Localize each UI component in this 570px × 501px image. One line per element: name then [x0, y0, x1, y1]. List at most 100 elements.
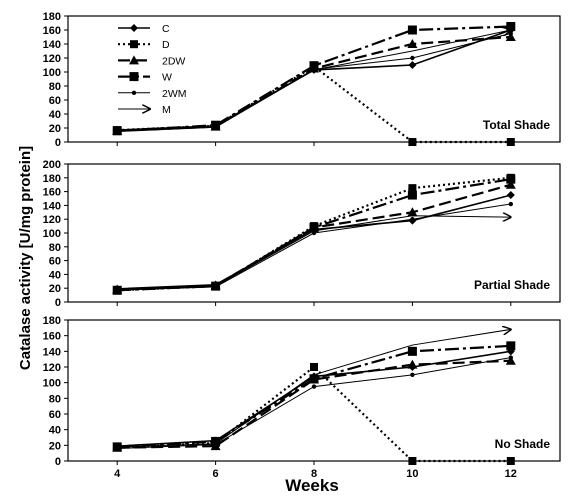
y-tick-label: 100 — [43, 378, 61, 390]
y-tick-label: 20 — [49, 440, 61, 452]
y-tick-label: 120 — [43, 214, 61, 226]
legend-entry: W — [118, 72, 172, 84]
legend-entry: 2DW — [118, 55, 185, 67]
y-tick-label: 0 — [55, 297, 61, 309]
data-point-w — [506, 341, 516, 351]
series-line-2wm — [117, 357, 511, 449]
panel-label: Partial Shade — [474, 278, 550, 292]
data-point-w — [407, 25, 417, 35]
legend-label: D — [162, 39, 170, 51]
legend-marker — [129, 55, 139, 65]
y-tick-label: 140 — [43, 39, 61, 51]
data-point-c — [506, 191, 515, 200]
series-line-2dw — [117, 359, 511, 449]
y-tick-label: 80 — [49, 393, 61, 405]
legend-label: 2WM — [162, 88, 187, 100]
y-tick-label: 200 — [43, 159, 61, 171]
y-tick-label: 120 — [43, 362, 61, 374]
series-line-c — [117, 194, 512, 290]
y-tick-label: 100 — [43, 67, 61, 79]
y-tick-label: 80 — [49, 81, 61, 93]
data-point-c — [408, 61, 417, 69]
data-point-w — [407, 346, 417, 356]
series-line-w — [117, 344, 511, 448]
data-point-d — [408, 457, 417, 465]
legend-entry: 2WM — [118, 88, 187, 100]
legend-entry: D — [118, 39, 170, 51]
data-point-2dw — [407, 39, 418, 48]
panel-label: Total Shade — [483, 118, 550, 132]
y-axis-title: Catalase activity [U/mg protein] — [17, 146, 34, 370]
y-tick-label: 100 — [43, 228, 61, 240]
data-point-w — [309, 222, 319, 232]
data-point-w — [309, 374, 319, 384]
y-tick-label: 160 — [43, 25, 61, 37]
chart-panel: 0 20 40 60 80 100 120 140 160 180 Total Shade — [43, 11, 561, 149]
data-point-2wm — [311, 384, 317, 389]
series-line-m — [117, 30, 511, 132]
y-tick-label: 20 — [49, 283, 61, 295]
data-point-2wm — [508, 355, 513, 360]
y-tick-label: 0 — [55, 456, 61, 468]
data-point-d — [408, 184, 417, 193]
y-tick-label: 0 — [55, 137, 61, 149]
y-tick-label: 140 — [43, 200, 61, 212]
data-point-2wm — [410, 217, 415, 222]
data-point-w — [407, 190, 417, 200]
data-point-2wm — [115, 288, 120, 293]
legend-label: M — [162, 104, 171, 116]
y-tick-label: 60 — [49, 95, 61, 107]
data-point-w — [309, 61, 319, 71]
x-tick-label: 8 — [311, 468, 317, 480]
x-tick-label: 12 — [505, 468, 517, 480]
legend-entry: M — [118, 104, 171, 116]
data-point-2dw — [505, 179, 516, 189]
data-point-d — [408, 138, 417, 146]
data-point-2wm — [508, 31, 513, 36]
chart-legend: CD 2DW W 2WM M — [118, 23, 187, 116]
legend-label: 2DW — [162, 55, 185, 67]
y-tick-label: 120 — [43, 53, 61, 65]
x-axis-title: Weeks — [285, 476, 339, 495]
panel-label: No Shade — [495, 437, 551, 451]
y-tick-label: 20 — [49, 123, 61, 135]
panel-frame — [67, 319, 561, 462]
x-tick-label: 10 — [406, 468, 418, 480]
y-tick-label: 140 — [43, 346, 61, 358]
series-line-d — [117, 65, 511, 144]
legend-label: C — [162, 23, 170, 35]
chart-panel: 0 20 40 60 80 100 120 140 160 180 No Shade — [43, 315, 561, 468]
series-line-2wm — [117, 203, 511, 291]
x-tick-label: 6 — [213, 468, 219, 480]
data-point-2wm — [508, 201, 513, 207]
y-tick-label: 40 — [49, 269, 61, 281]
legend-entry: C — [118, 23, 170, 35]
series-line-2dw — [117, 183, 512, 291]
legend-marker — [130, 40, 138, 49]
data-point-2wm — [410, 55, 415, 61]
y-tick-label: 180 — [43, 315, 61, 327]
legend-marker — [129, 72, 139, 82]
data-point-d — [506, 138, 515, 146]
series-line-2wm — [117, 33, 511, 132]
series-line-m — [117, 329, 511, 448]
y-tick-label: 60 — [49, 256, 61, 268]
data-point-2dw — [505, 32, 516, 41]
y-tick-label: 40 — [49, 109, 61, 121]
data-point-2wm — [410, 372, 415, 378]
data-point-2dw — [505, 355, 516, 365]
y-tick-label: 160 — [43, 331, 61, 343]
y-tick-label: 160 — [43, 187, 61, 199]
data-point-w — [506, 174, 516, 184]
y-tick-label: 180 — [43, 173, 61, 185]
data-point-2wm — [115, 446, 120, 451]
data-point-d — [310, 363, 318, 371]
data-point-2dw — [407, 359, 418, 369]
legend-marker — [131, 90, 137, 96]
y-tick-label: 180 — [43, 11, 61, 23]
legend-label: W — [162, 72, 172, 84]
series-line-m — [117, 216, 511, 291]
data-point-2wm — [115, 128, 120, 133]
